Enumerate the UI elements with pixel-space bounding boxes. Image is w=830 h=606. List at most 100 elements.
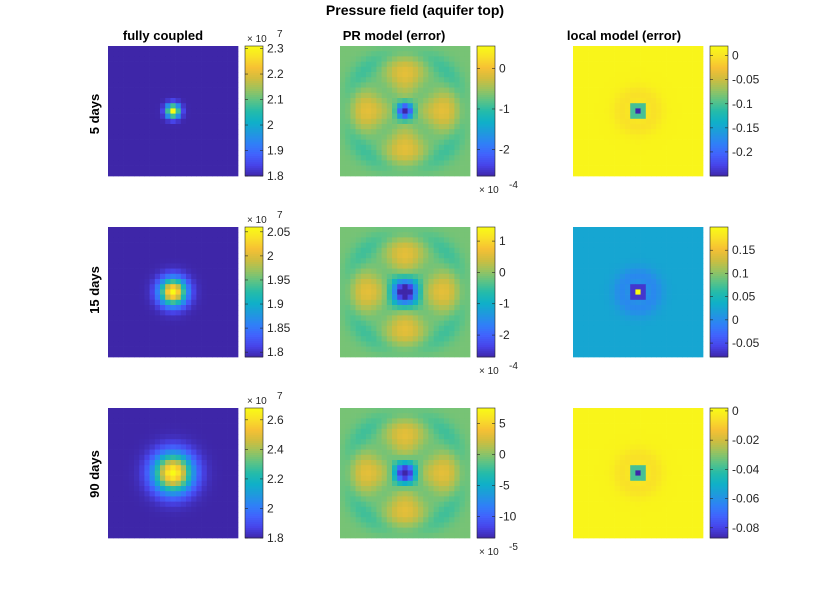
heatmap-cell: [144, 170, 150, 177]
heatmap-cell: [635, 284, 641, 290]
heatmap-cell: [449, 346, 455, 353]
heatmap-cell: [222, 247, 228, 254]
heatmap-cell: [449, 247, 455, 254]
heatmap-cell: [154, 299, 161, 306]
heatmap-cell: [366, 155, 372, 161]
heatmap-cell: [381, 263, 388, 269]
heatmap-cell: [614, 139, 621, 146]
heatmap-cell: [360, 341, 367, 347]
heatmap-cell: [645, 51, 652, 57]
heatmap-cell: [609, 82, 615, 88]
heatmap-cell: [619, 237, 626, 243]
heatmap-cell: [635, 61, 641, 68]
heatmap-cell: [201, 165, 208, 172]
heatmap-cell: [635, 336, 641, 342]
heatmap-cell: [464, 253, 471, 259]
heatmap-cell: [360, 273, 367, 280]
heatmap-cell: [366, 46, 372, 52]
heatmap-cell: [635, 310, 641, 316]
colorbar-segment: [477, 354, 495, 358]
heatmap-cell: [423, 170, 429, 177]
heatmap-cell: [578, 279, 584, 285]
heatmap-cell: [454, 87, 460, 94]
colorbar-segment: [245, 334, 263, 338]
heatmap-cell: [578, 46, 584, 52]
heatmap-cell: [588, 82, 595, 88]
heatmap-cell: [392, 268, 398, 275]
colorbar-segment: [710, 255, 728, 258]
heatmap-cell: [160, 418, 166, 424]
heatmap-cell: [118, 517, 124, 523]
heatmap-cell: [444, 331, 450, 337]
heatmap-cell: [423, 150, 429, 156]
heatmap-cell: [593, 113, 600, 120]
heatmap-cell: [625, 299, 631, 306]
heatmap-cell: [170, 144, 176, 151]
heatmap-cell: [397, 160, 403, 166]
heatmap-cell: [232, 129, 239, 135]
colorbar-segment: [710, 149, 728, 153]
heatmap-cell: [687, 325, 693, 332]
heatmap-cell: [397, 253, 403, 259]
heatmap-cell: [217, 56, 223, 62]
heatmap-cell: [123, 532, 130, 539]
heatmap-cell: [449, 82, 455, 88]
heatmap-cell: [583, 124, 589, 130]
heatmap-cell: [573, 341, 579, 347]
heatmap-cell: [186, 124, 192, 130]
heatmap-cell: [438, 51, 445, 57]
heatmap-cell: [464, 408, 471, 414]
heatmap-cell: [599, 150, 605, 156]
heatmap-cell: [108, 465, 114, 471]
heatmap-cell: [651, 341, 657, 347]
heatmap-cell: [682, 247, 688, 254]
heatmap-cell: [593, 51, 600, 57]
heatmap-cell: [186, 501, 192, 508]
colorbar-segment: [245, 273, 263, 277]
heatmap-cell: [165, 491, 171, 497]
heatmap-cell: [366, 134, 372, 140]
heatmap-cell: [423, 268, 429, 275]
heatmap-cell: [407, 56, 414, 62]
heatmap-cell: [599, 237, 605, 243]
heatmap-cell: [444, 103, 450, 109]
heatmap-cell: [206, 423, 213, 430]
heatmap-cell: [449, 56, 455, 62]
colorbar-tick-label: 1.9: [267, 297, 284, 311]
heatmap-cell: [671, 341, 678, 347]
heatmap-cell: [397, 341, 403, 347]
heatmap-cell: [428, 273, 434, 280]
heatmap-cell: [433, 299, 440, 306]
heatmap-cell: [656, 336, 662, 342]
heatmap-cell: [360, 144, 367, 151]
heatmap-cell: [588, 289, 595, 295]
heatmap-cell: [682, 331, 688, 337]
heatmap-cell: [677, 237, 683, 243]
heatmap-cell: [355, 341, 362, 347]
heatmap-cell: [459, 72, 466, 78]
heatmap-cell: [573, 160, 579, 166]
heatmap-cell: [588, 331, 595, 337]
heatmap-cell: [212, 108, 218, 114]
heatmap-cell: [640, 72, 647, 78]
colorbar-segment: [710, 281, 728, 285]
heatmap-cell: [128, 527, 135, 534]
heatmap-cell: [134, 253, 140, 259]
heatmap-cell: [232, 418, 239, 424]
heatmap-cell: [599, 263, 605, 269]
heatmap-cell: [407, 232, 414, 238]
heatmap-cell: [371, 113, 377, 120]
heatmap-cell: [573, 242, 579, 249]
heatmap-cell: [227, 124, 234, 130]
heatmap-cell: [444, 294, 450, 301]
heatmap-cell: [687, 51, 693, 57]
heatmap-cell: [232, 454, 239, 461]
colorbar-segment: [477, 76, 495, 79]
heatmap-cell: [392, 253, 398, 259]
heatmap-cell: [118, 527, 124, 534]
heatmap-cell: [656, 346, 662, 353]
heatmap-cell: [128, 124, 135, 130]
heatmap-cell: [599, 82, 605, 88]
heatmap-cell: [201, 444, 208, 450]
colorbar-segment: [477, 64, 495, 67]
